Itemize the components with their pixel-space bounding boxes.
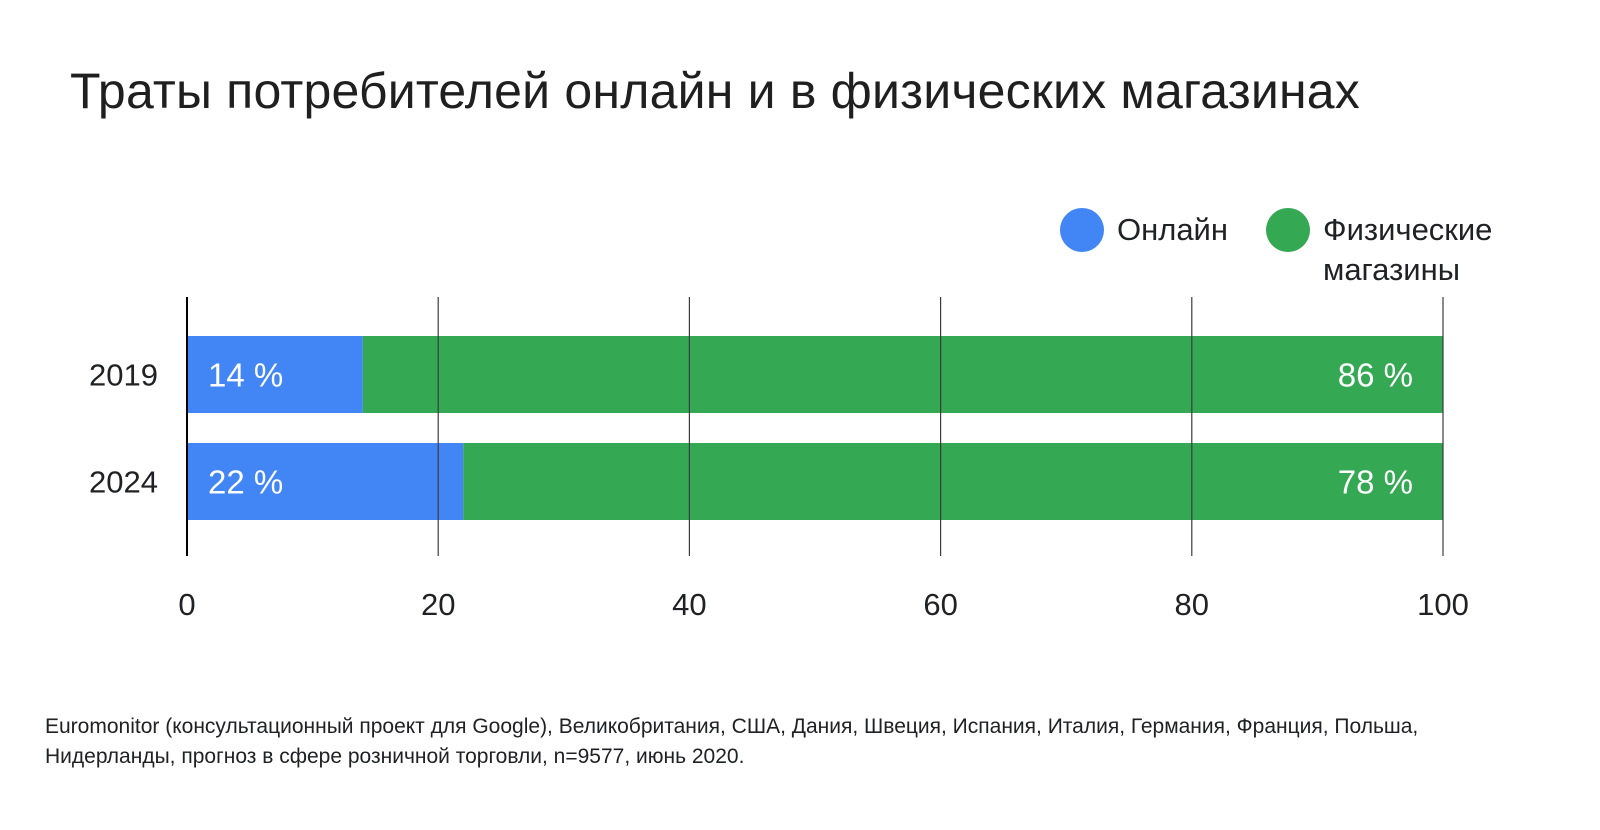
category-label-2019: 2019	[89, 358, 158, 393]
x-tick-label-20: 20	[421, 587, 455, 622]
x-tick-label-100: 100	[1417, 587, 1469, 622]
x-tick-label-0: 0	[178, 587, 195, 622]
legend-swatch-stores	[1266, 208, 1310, 252]
data-label-stores-2019: 86 %	[1338, 357, 1413, 394]
bar-2024-stores	[463, 443, 1443, 520]
bar-2024-online	[187, 443, 464, 520]
category-label-2024: 2024	[89, 465, 158, 500]
source-note: Euromonitor (консультационный проект для…	[45, 715, 1419, 768]
x-tick-label-60: 60	[923, 587, 957, 622]
bar-2019-stores	[362, 336, 1444, 413]
chart-legend: Онлайн Физические магазины	[1060, 208, 1580, 298]
legend-label-online: Онлайн	[1117, 212, 1228, 247]
x-tick-label-40: 40	[672, 587, 706, 622]
chart-title: Траты потребителей онлайн и в физических…	[70, 63, 1361, 119]
x-tick-label-80: 80	[1175, 587, 1209, 622]
legend-label-stores: Физические магазины	[1323, 212, 1493, 287]
bar-2019-online	[187, 336, 363, 413]
legend-swatch-online	[1060, 208, 1104, 252]
data-label-online-2024: 22 %	[208, 464, 283, 501]
data-label-online-2019: 14 %	[208, 357, 283, 394]
legend-item-online: Онлайн	[1060, 208, 1228, 252]
legend-item-stores: Физические магазины	[1266, 208, 1523, 290]
data-label-stores-2024: 78 %	[1338, 464, 1413, 501]
